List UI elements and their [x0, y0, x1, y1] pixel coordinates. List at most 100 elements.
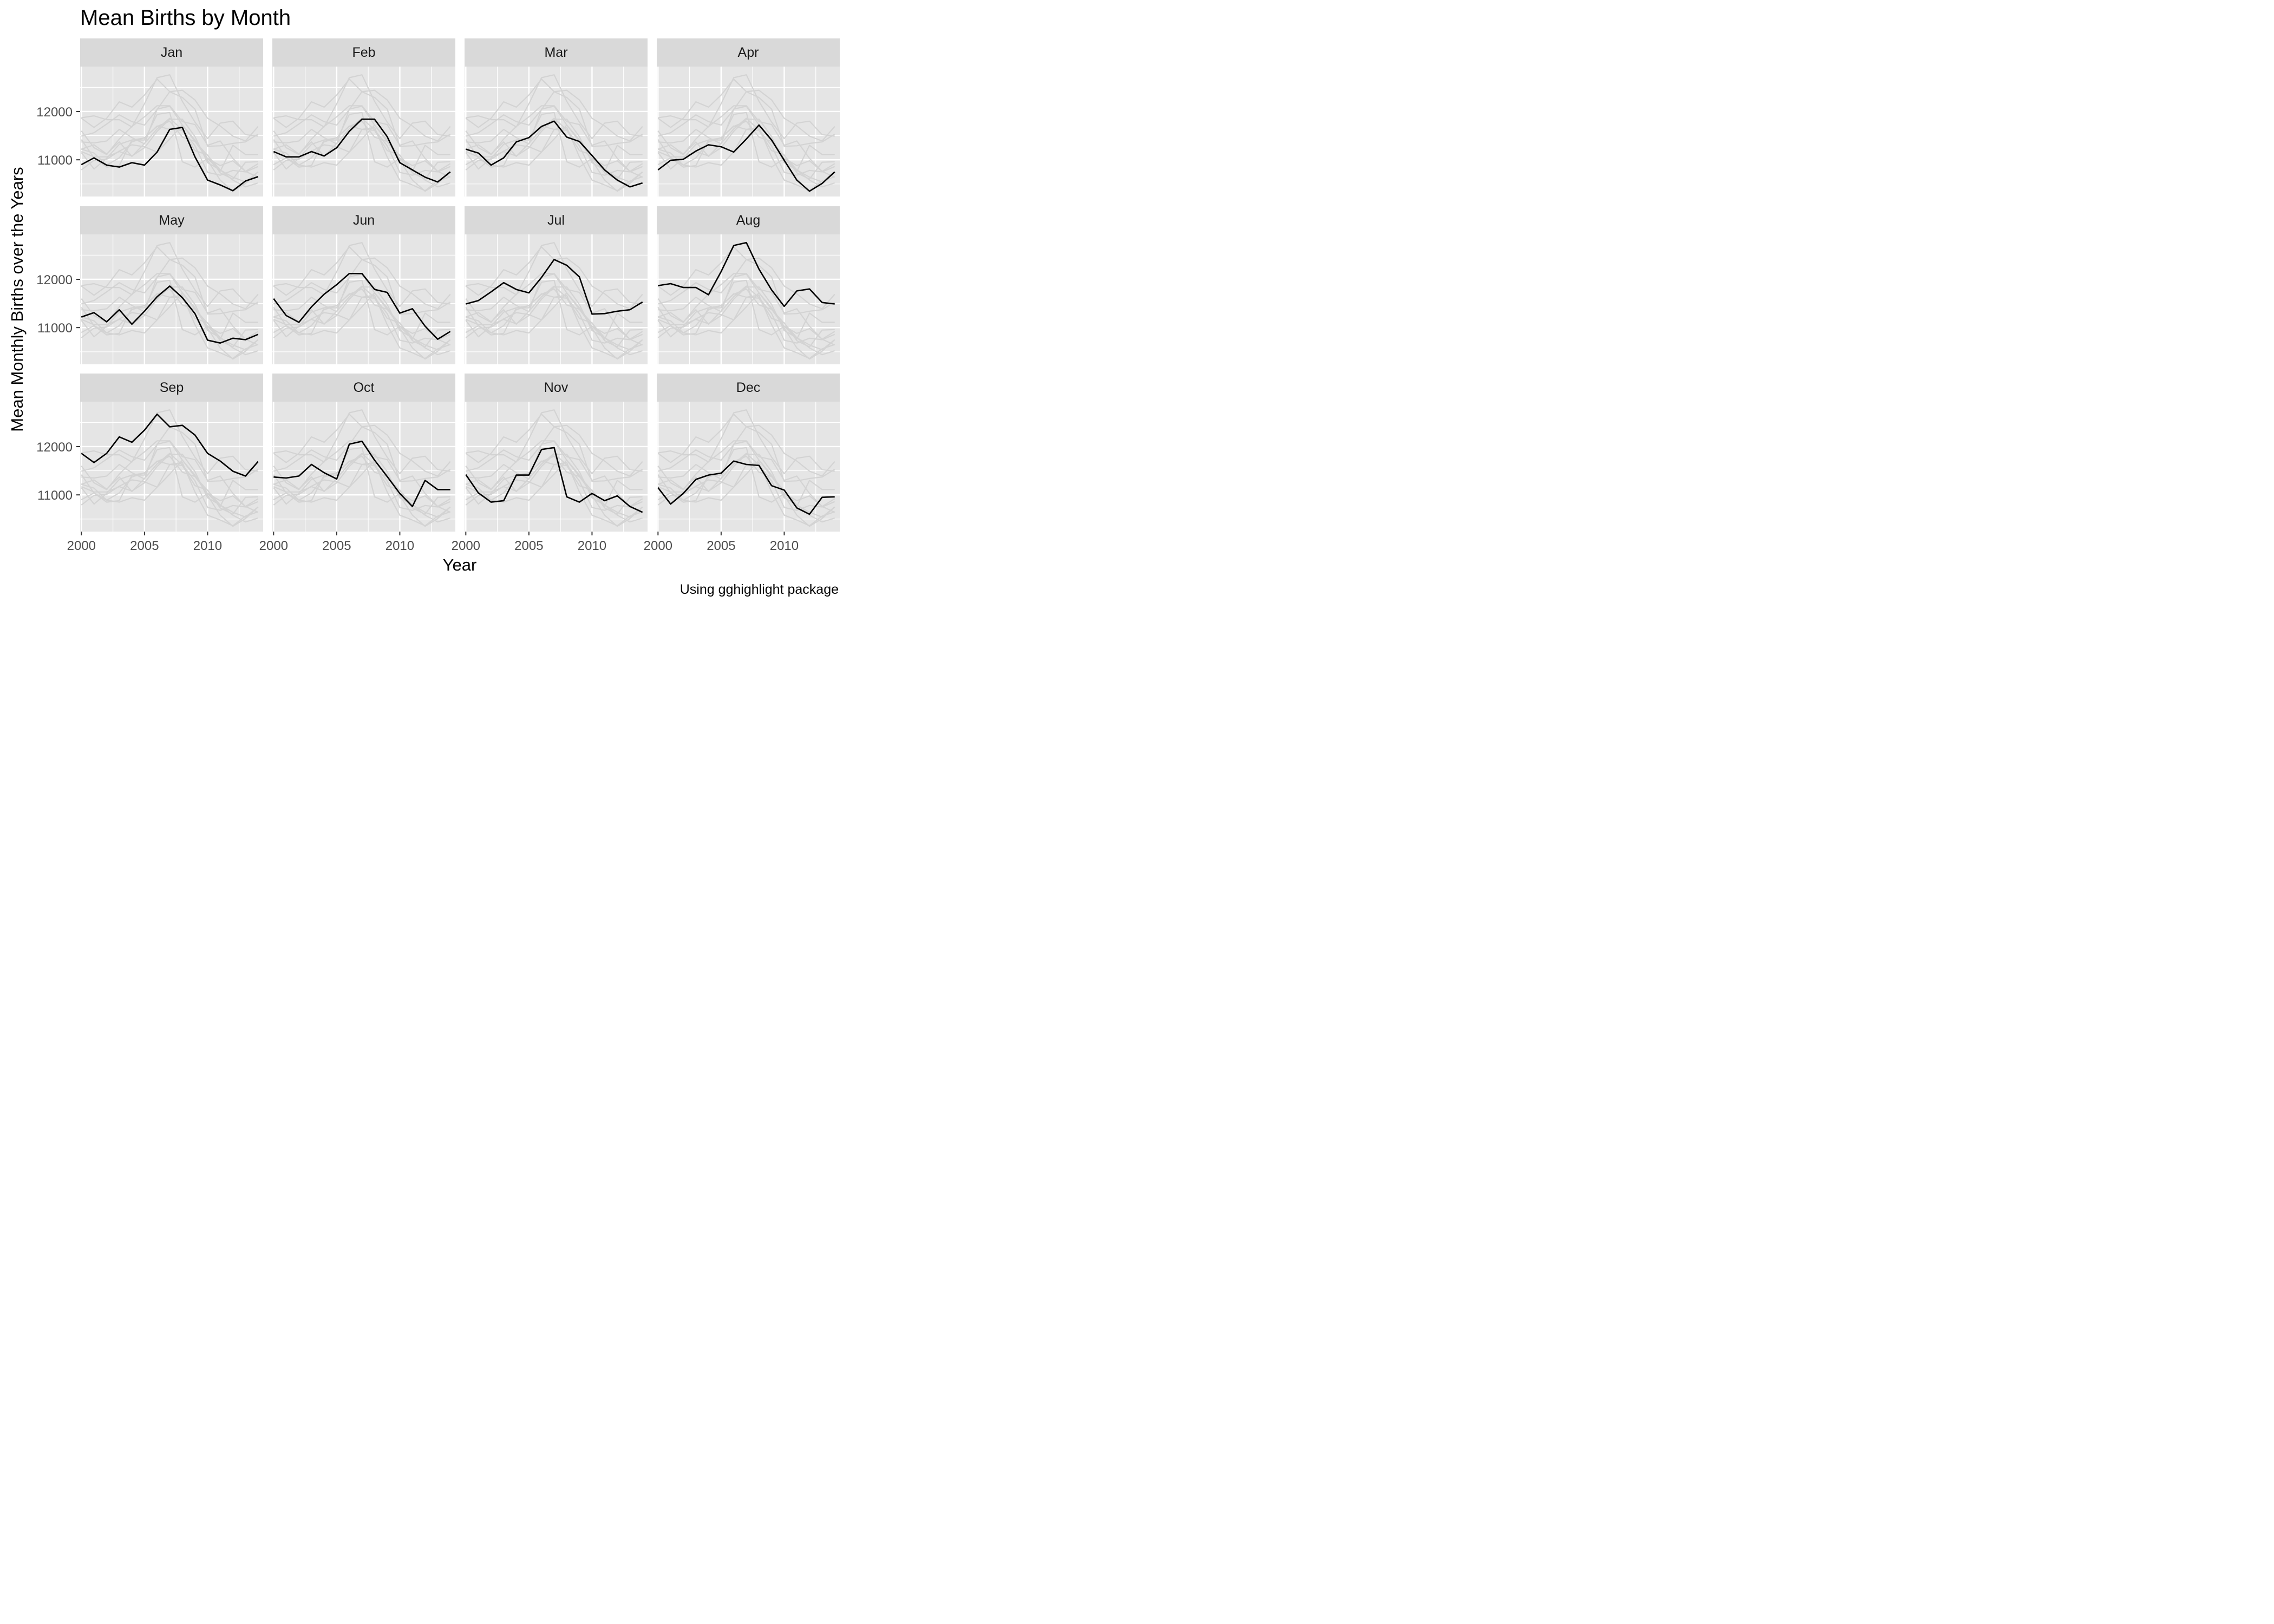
context-line-sep [273, 78, 451, 142]
x-axis-title: Year [443, 555, 477, 574]
context-line-sep [273, 246, 451, 310]
context-line-feb [273, 286, 451, 351]
panel-background [657, 402, 840, 532]
facet-panel-oct: Oct 2000 2005 2010 [259, 374, 455, 553]
panel-background [657, 234, 840, 364]
context-line-apr [81, 292, 259, 360]
context-line-apr [657, 292, 835, 360]
context-line-sep [465, 78, 643, 142]
highlight-line-apr [657, 124, 835, 192]
y-axis-title: Mean Monthly Births over the Years [8, 167, 27, 431]
y-tick-label: 11000 [37, 153, 73, 168]
facet-strip [80, 374, 263, 402]
context-line-feb [657, 454, 835, 518]
context-line-feb [81, 454, 259, 518]
faceted-line-chart: Mean Births by Month Jan 11000 12000 Feb Mar… [8, 6, 840, 597]
context-line-aug [658, 74, 835, 139]
chart-title: Mean Births by Month [80, 6, 291, 30]
context-line-feb [657, 286, 835, 351]
context-line-aug [273, 409, 450, 475]
context-line-dec [273, 460, 450, 515]
context-line-aug [466, 74, 643, 139]
context-line-feb [465, 119, 643, 183]
context-line-oct [658, 441, 835, 507]
context-line-apr [465, 292, 643, 360]
context-line-aug [81, 409, 258, 475]
x-tick-label: 2010 [770, 539, 799, 553]
context-line-oct [658, 273, 835, 340]
highlight-line-nov [465, 447, 643, 513]
facet-strip-label: Apr [738, 45, 759, 60]
context-line-apr [81, 459, 259, 527]
context-line-feb [81, 119, 259, 183]
context-line-feb [657, 119, 835, 183]
y-tick-label: 11000 [37, 488, 73, 503]
facet-panel-dec: Dec 2000 2005 2010 [644, 374, 840, 553]
context-line-oct [658, 106, 835, 172]
context-line-feb [273, 454, 451, 518]
facet-panel-jul: Jul [465, 206, 648, 364]
facet-strip-label: Sep [160, 380, 184, 395]
context-line-dec [657, 125, 835, 180]
facet-strip [80, 206, 263, 234]
context-line-oct [81, 273, 258, 340]
facet-panel-mar: Mar [465, 38, 648, 197]
facet-strip-label: Jun [353, 213, 375, 228]
context-line-sep [273, 414, 451, 477]
context-line-sep [657, 414, 835, 477]
context-line-oct [81, 106, 258, 172]
context-line-feb [465, 454, 643, 518]
facet-strip [272, 38, 455, 67]
facet-panel-jun: Jun [272, 206, 455, 364]
facet-strip-label: Mar [544, 45, 567, 60]
context-line-apr [81, 124, 259, 192]
context-line-oct [466, 273, 643, 340]
context-line-apr [273, 292, 451, 360]
highlight-line-dec [657, 460, 835, 515]
highlight-line-may [81, 285, 259, 344]
context-line-sep [81, 78, 259, 142]
panel-background [272, 234, 455, 364]
highlight-line-sep [81, 413, 259, 477]
context-line-dec [81, 293, 258, 348]
context-line-nov [81, 447, 259, 513]
context-line-nov [465, 112, 643, 178]
highlight-line-feb [273, 118, 451, 183]
context-line-nov [657, 447, 835, 513]
context-line-apr [465, 124, 643, 192]
context-line-nov [81, 112, 259, 178]
x-tick-label: 2005 [707, 539, 735, 553]
context-line-oct [466, 441, 643, 507]
x-tick-label: 2005 [130, 539, 159, 553]
highlight-line-aug [658, 241, 835, 307]
highlight-line-mar [465, 120, 643, 188]
context-line-aug [466, 242, 643, 307]
panel-background [272, 402, 455, 532]
facet-strip-label: May [159, 213, 185, 228]
facet-strip [657, 206, 840, 234]
x-tick-label: 2005 [322, 539, 351, 553]
facet-strip-label: Jan [161, 45, 182, 60]
facet-strip [80, 38, 263, 67]
context-line-aug [466, 409, 643, 475]
context-line-dec [657, 293, 835, 348]
x-tick-label: 2010 [385, 539, 414, 553]
context-line-aug [273, 242, 450, 307]
context-line-nov [273, 279, 451, 346]
x-tick-label: 2000 [452, 539, 480, 553]
highlight-line-jul [465, 259, 643, 315]
chart-caption: Using gghighlight package [680, 582, 839, 597]
context-line-apr [273, 124, 451, 192]
facet-panel-nov: Nov 2000 2005 2010 [452, 374, 648, 553]
facet-panel-aug: Aug [657, 206, 840, 364]
y-tick-label: 12000 [36, 440, 73, 455]
context-line-sep [81, 246, 259, 310]
context-line-nov [273, 447, 451, 513]
facet-panel-apr: Apr [657, 38, 840, 197]
facet-panel-feb: Feb [272, 38, 455, 197]
facet-strip-label: Jul [547, 213, 565, 228]
context-line-dec [81, 460, 258, 515]
facet-strip [465, 374, 648, 402]
x-tick-label: 2000 [67, 539, 96, 553]
panel-background [272, 67, 455, 197]
